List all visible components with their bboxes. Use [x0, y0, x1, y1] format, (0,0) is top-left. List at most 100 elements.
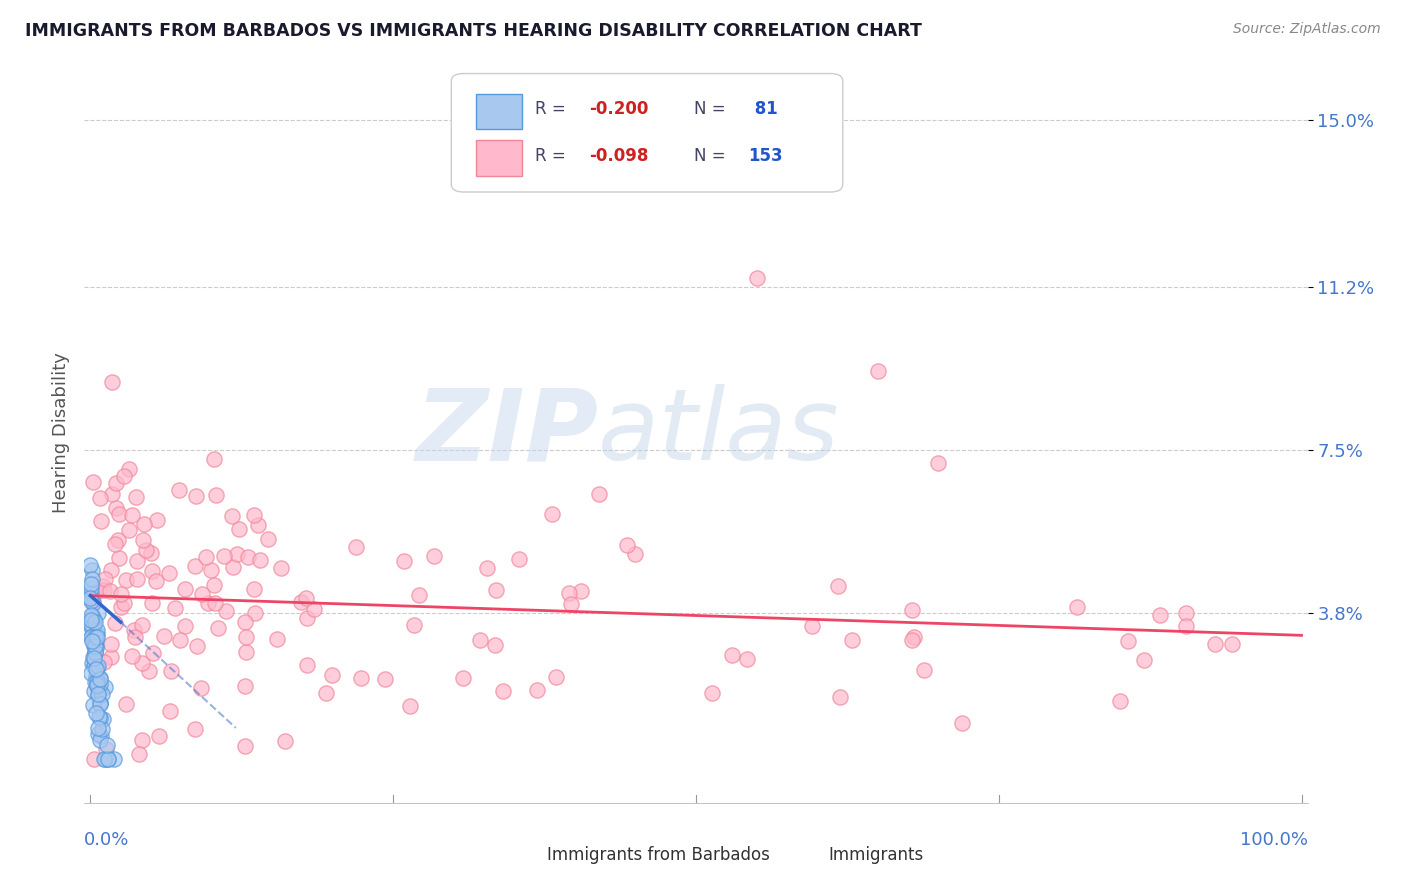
Point [94, 752, 117, 766]
Point [103, 752, 125, 766]
Point [80, 620, 103, 634]
Point [304, 602, 326, 616]
Point [721, 648, 744, 662]
Point [159, 664, 181, 678]
Point [475, 560, 498, 574]
Text: 0.0%: 0.0% [84, 831, 129, 849]
Point [247, 517, 270, 532]
Point [86, 679, 108, 693]
Point [100, 650, 122, 665]
Point [82, 629, 104, 643]
Point [125, 572, 148, 586]
Point [174, 619, 197, 633]
Point [169, 632, 191, 647]
Point [104, 500, 127, 515]
Text: Immigrants: Immigrants [828, 846, 924, 863]
Point [108, 551, 131, 566]
Point [912, 663, 935, 677]
Point [86, 626, 108, 640]
Point [86, 632, 108, 647]
Point [243, 606, 266, 620]
Point [86, 630, 108, 644]
Point [87, 687, 110, 701]
Point [266, 632, 288, 646]
Point [91, 712, 114, 726]
Point [233, 680, 256, 694]
Point [228, 522, 250, 536]
Point [257, 533, 280, 547]
Point [118, 523, 141, 537]
Point [952, 716, 974, 731]
Point [138, 664, 160, 678]
Point [90, 729, 112, 743]
Bar [501, 844, 537, 870]
Point [624, 548, 647, 562]
Point [270, 560, 292, 574]
Point [112, 469, 135, 483]
Point [89, 677, 111, 691]
Point [1175, 607, 1198, 621]
Point [190, 681, 212, 695]
Point [87, 689, 110, 703]
Point [86, 661, 108, 675]
Point [93, 655, 115, 669]
Point [87, 658, 110, 673]
Point [1066, 600, 1088, 615]
Point [152, 629, 174, 643]
Point [114, 573, 136, 587]
Bar [475, 140, 522, 176]
Point [83, 613, 105, 627]
Point [249, 553, 271, 567]
Point [79, 608, 101, 623]
Point [93, 572, 115, 586]
Point [186, 489, 208, 503]
Point [80, 581, 103, 595]
Point [735, 651, 758, 665]
Point [321, 668, 343, 682]
Point [233, 739, 256, 754]
Point [83, 646, 105, 660]
Point [1175, 619, 1198, 633]
Point [89, 696, 111, 710]
Point [374, 672, 396, 686]
Point [86, 678, 108, 692]
Point [828, 690, 851, 705]
Point [100, 584, 122, 599]
Point [100, 563, 122, 577]
Point [89, 711, 111, 725]
Point [221, 508, 243, 523]
Text: R =: R = [534, 100, 571, 118]
Point [159, 704, 181, 718]
Point [222, 559, 245, 574]
Point [80, 666, 103, 681]
Point [83, 627, 105, 641]
Point [83, 659, 105, 673]
Point [202, 578, 225, 592]
Point [84, 669, 107, 683]
Point [110, 600, 132, 615]
Point [83, 636, 105, 650]
Point [83, 625, 105, 640]
Point [83, 683, 105, 698]
FancyBboxPatch shape [451, 73, 842, 192]
Point [560, 597, 582, 611]
Text: -0.200: -0.200 [589, 100, 650, 118]
Point [468, 632, 491, 647]
Bar [782, 844, 818, 870]
Point [82, 572, 104, 586]
Point [315, 686, 337, 700]
Point [453, 671, 475, 685]
Point [484, 638, 506, 652]
Point [190, 586, 212, 600]
Point [131, 732, 153, 747]
Point [1116, 634, 1139, 648]
Point [295, 591, 318, 606]
Point [84, 645, 107, 659]
Point [101, 487, 124, 501]
Point [148, 729, 170, 743]
Bar [475, 94, 522, 129]
Point [866, 364, 889, 378]
Point [80, 613, 103, 627]
Point [350, 671, 373, 685]
Point [84, 629, 107, 643]
